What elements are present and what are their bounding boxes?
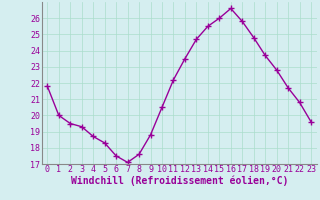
X-axis label: Windchill (Refroidissement éolien,°C): Windchill (Refroidissement éolien,°C) <box>70 176 288 186</box>
